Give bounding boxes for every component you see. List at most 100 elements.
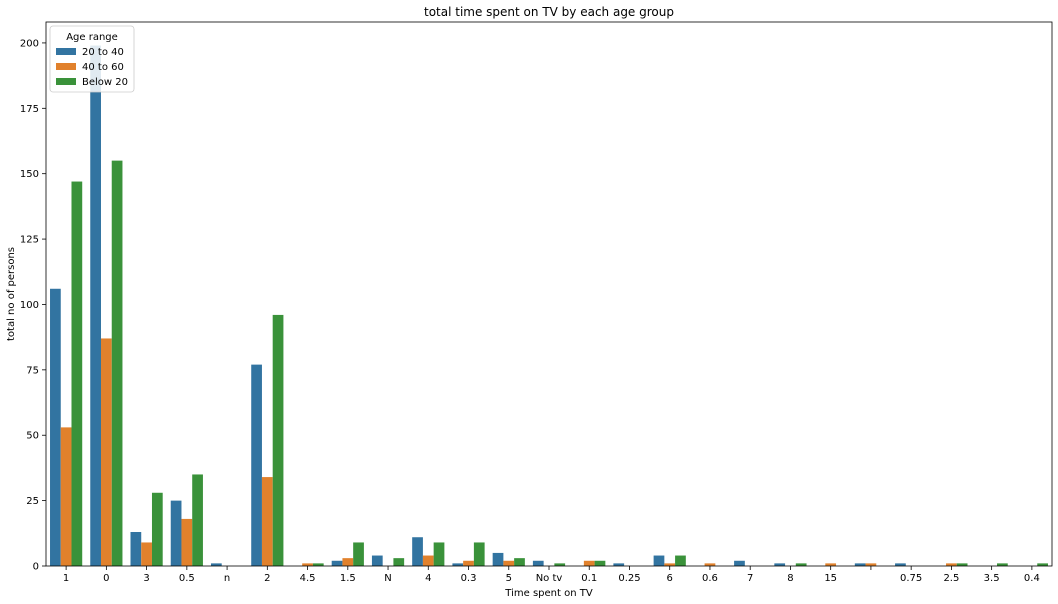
bar-2-3 bbox=[141, 542, 152, 566]
x-tick-label: 0.6 bbox=[702, 573, 718, 584]
x-tick-label: 1 bbox=[63, 573, 69, 584]
bar-2-16 bbox=[664, 563, 676, 566]
bar-3-10 bbox=[433, 542, 445, 566]
bar-3-12 bbox=[514, 558, 525, 566]
x-tick-label: 3 bbox=[143, 573, 149, 584]
bar-1-16 bbox=[653, 555, 665, 566]
x-tick-label: 6 bbox=[667, 573, 673, 584]
bar-1-5 bbox=[210, 563, 222, 566]
legend-entry-label: 20 to 40 bbox=[82, 47, 124, 58]
bar-3-7 bbox=[312, 563, 324, 566]
bar-3-13 bbox=[554, 563, 566, 566]
chart-title: total time spent on TV by each age group bbox=[424, 5, 674, 19]
bar-2-10 bbox=[422, 555, 434, 566]
bar-3-6 bbox=[272, 314, 284, 566]
y-tick-label: 100 bbox=[20, 300, 39, 311]
bar-2-21 bbox=[865, 563, 877, 566]
bar-3-16 bbox=[675, 555, 686, 566]
x-tick-label: 2 bbox=[264, 573, 270, 584]
x-axis-label: Time spent on TV bbox=[504, 588, 593, 599]
y-tick-label: 75 bbox=[26, 365, 39, 376]
y-tick-label: 50 bbox=[26, 431, 39, 442]
legend: Age range 20 to 40 40 to 60 Below 20 bbox=[49, 25, 135, 93]
bar-1-9 bbox=[371, 555, 383, 566]
bar-2-17 bbox=[704, 563, 716, 566]
x-tick-label: 0.4 bbox=[1024, 573, 1040, 584]
x-tick-label: 0.3 bbox=[461, 573, 477, 584]
y-axis: 0 25 50 75 100 125 150 175 200 bbox=[20, 38, 46, 573]
y-tick-label: 0 bbox=[33, 562, 39, 573]
x-axis: 1 0 3 0.5 n 2 4.5 1.5 N 4 0.3 5 No tv 0.1 0.25 6 0.6 7 8 15… bbox=[63, 566, 1040, 584]
x-tick-label: 0.25 bbox=[618, 573, 640, 584]
x-tick-label: 15 bbox=[824, 573, 837, 584]
x-tick-label: 1.5 bbox=[340, 573, 356, 584]
bar-3-23 bbox=[956, 563, 968, 566]
x-tick-label: 0.5 bbox=[179, 573, 195, 584]
bar-3-2 bbox=[111, 160, 123, 566]
x-tick-label: 3.5 bbox=[984, 573, 1000, 584]
x-tick-label: 4 bbox=[425, 573, 431, 584]
x-tick-label: 2.5 bbox=[943, 573, 959, 584]
bar-2-6 bbox=[261, 477, 273, 566]
legend-entry-label: 40 to 60 bbox=[82, 62, 124, 73]
bar-3-11 bbox=[473, 542, 485, 566]
x-tick-label: 7 bbox=[747, 573, 753, 584]
bar-2-11 bbox=[463, 560, 474, 566]
bar-2-7 bbox=[302, 563, 313, 566]
bar-1-6 bbox=[251, 364, 262, 566]
bar-1-11 bbox=[452, 563, 464, 566]
bar-3-8 bbox=[353, 542, 364, 566]
y-tick-label: 175 bbox=[20, 104, 39, 115]
legend-swatch bbox=[56, 63, 76, 70]
legend-title: Age range bbox=[66, 32, 118, 43]
bar-3-9 bbox=[393, 558, 405, 566]
bar-2-4 bbox=[181, 518, 193, 566]
x-tick-label: 0 bbox=[103, 573, 109, 584]
bar-1-8 bbox=[331, 560, 343, 566]
bar-3-24 bbox=[997, 563, 1008, 566]
x-tick-label: n bbox=[224, 573, 230, 584]
bar-2-20 bbox=[825, 563, 837, 566]
bar-1-15 bbox=[613, 563, 625, 566]
bar-2-2 bbox=[100, 338, 112, 566]
x-tick-label: 0.1 bbox=[581, 573, 597, 584]
bar-3-3 bbox=[151, 492, 163, 566]
bar-1-4 bbox=[170, 500, 182, 566]
legend-entries: 20 to 40 40 to 60 Below 20 bbox=[56, 47, 128, 88]
bar-3-19 bbox=[795, 563, 807, 566]
bars-layer bbox=[50, 45, 1048, 567]
x-tick-label: 4.5 bbox=[300, 573, 316, 584]
y-tick-label: 200 bbox=[20, 38, 39, 49]
bar-3-4 bbox=[192, 474, 203, 566]
bar-1-18 bbox=[734, 560, 745, 566]
legend-entry-label: Below 20 bbox=[82, 77, 128, 88]
y-axis-label: total no of persons bbox=[6, 247, 17, 341]
x-tick-label: N bbox=[384, 573, 391, 584]
bar-3-1 bbox=[71, 181, 83, 567]
bar-3-14 bbox=[594, 560, 606, 566]
bar-1-22 bbox=[895, 563, 906, 566]
legend-swatch bbox=[56, 48, 76, 55]
y-tick-label: 25 bbox=[26, 496, 39, 507]
bar-1-13 bbox=[532, 560, 544, 566]
legend-box bbox=[49, 25, 135, 93]
bar-1-3 bbox=[130, 532, 142, 566]
bar-1-19 bbox=[774, 563, 786, 566]
bar-1-2 bbox=[90, 45, 101, 567]
x-tick-label: 5 bbox=[506, 573, 512, 584]
bar-1-10 bbox=[412, 537, 423, 566]
x-tick-label: 0.75 bbox=[900, 573, 922, 584]
bar-2-8 bbox=[342, 558, 354, 566]
bar-2-14 bbox=[583, 560, 595, 566]
x-tick-label: No tv bbox=[536, 573, 563, 584]
bar-2-23 bbox=[946, 563, 957, 566]
bar-1-21 bbox=[854, 563, 866, 566]
bar-1-1 bbox=[50, 288, 61, 566]
y-tick-label: 150 bbox=[20, 169, 39, 180]
bar-2-1 bbox=[60, 427, 72, 566]
x-tick-label: 8 bbox=[787, 573, 793, 584]
bar-2-12 bbox=[503, 560, 515, 566]
legend-swatch bbox=[56, 78, 76, 85]
bar-1-12 bbox=[492, 552, 504, 566]
